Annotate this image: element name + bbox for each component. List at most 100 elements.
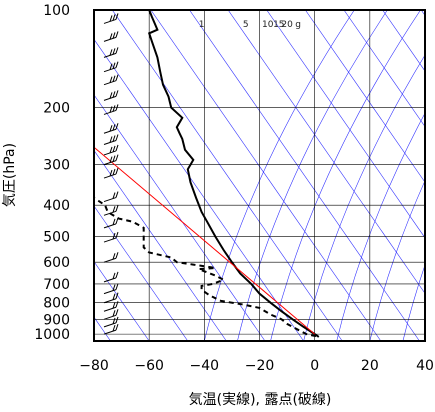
wind-barb-staff [103,298,117,304]
wind-barb-flag [115,252,119,259]
adiabat-line [204,10,355,341]
wind-barb [103,154,119,166]
red_reference-line [94,146,316,335]
wind-barb [103,13,119,24]
wind-barb-staff [103,257,117,263]
wind-barb [103,323,119,335]
wind-barb-flag [115,167,119,175]
x-tick-labels: −80 −60 −40 −20 0 20 40 [79,358,434,374]
wind-barb [103,283,119,295]
wind-barb-flag [115,231,119,239]
wind-barb [103,144,119,156]
wind-barb-staff [103,329,117,335]
wind-barb-flag [112,124,116,131]
wind-barbs [103,13,119,335]
x-tick-label: 0 [310,358,319,374]
wind-barb-staff [103,197,117,203]
wind-barb-flag [112,168,116,176]
wind-barb [103,231,119,243]
adiabat-line [270,10,421,341]
wind-barb-flag [115,323,119,331]
wind-barb-staff [103,237,117,243]
wind-barb-flag [112,14,116,21]
y-axis-title: 気圧(hPa) [2,143,18,207]
wind-barb [103,61,119,73]
wind-barb-flag [112,192,116,199]
wind-barb-flag [109,169,113,177]
wind-barb-flag [115,191,119,198]
mixing-ratio-label: g [295,20,301,30]
wind-barb-flag [115,292,119,299]
wind-barb [103,205,119,216]
wind-barb-flag [112,302,116,309]
wind-barb-flag [112,324,116,332]
wind-barb-flag [112,317,116,325]
y-tick-label: 600 [43,255,70,271]
x-axis-title: 気温(実線), 露点(破線) [189,392,332,408]
wind-barb [103,123,119,134]
mixing-ratio-label: 20 [281,20,293,30]
y-tick-label: 500 [43,230,70,246]
wind-barb-flag [109,49,113,56]
x-tick-label: 20 [361,358,379,374]
wind-barb [103,90,119,101]
y-tick-label: 1000 [34,327,70,343]
wind-barb-flag [115,74,119,81]
isotherm-line [150,10,382,341]
wind-barb [103,191,119,203]
wind-barb-flag [115,90,119,97]
isotherm-line [266,10,425,239]
wind-barb-flag [109,15,113,22]
mixing-ratio-label: 10 [262,20,274,30]
y-tick-label: 200 [43,101,70,117]
wind-barb-flag [112,310,116,317]
wind-barb-flag [109,63,113,70]
isotherm-line [94,94,266,341]
x-tick-label: −60 [134,358,164,374]
wind-barb-flag [109,146,113,154]
wind-barb-flag [115,309,119,316]
wind-barb-staff [103,306,117,312]
y-tick-label: 100 [43,3,70,19]
wind-barb-flag [115,301,119,308]
x-tick-label: −20 [245,358,275,374]
mixing-ratio-label: 5 [243,20,249,30]
x-tick-label: 40 [416,358,434,374]
isotherm-line [189,10,420,341]
wind-barb-flag [115,154,119,161]
isotherm-line [112,10,343,341]
guide-lines [94,10,425,341]
adiabat-line [336,112,425,341]
wind-barb-flag [112,145,116,153]
wind-barb-flag [115,217,119,225]
dewpoint-line [94,197,317,338]
wind-barb-flag [109,156,113,163]
wind-barb [103,301,119,312]
wind-barb-flag [115,283,119,290]
wind-barb-flag [115,316,119,324]
wind-barb-flag [112,135,116,142]
wind-barb-flag [112,284,116,291]
wind-barb-staff [103,277,117,283]
wind-barb-flag [112,253,116,260]
wind-barb [103,47,119,58]
wind-barb [103,292,119,304]
adiabat-line [237,10,388,341]
wind-barb-staff [103,210,117,216]
plot-frame [93,9,426,342]
wind-barb-staff [103,289,117,295]
wind-barb-flag [115,271,119,279]
wind-barb-flag [112,105,116,112]
wind-barb-flag [109,106,113,113]
isotherm-line [382,10,425,72]
mixing-ratio-label: 1 [199,20,205,30]
wind-barb-flag [115,134,119,141]
wind-barb [103,217,119,229]
isotherm-line [94,261,150,341]
wind-barb-staff [103,223,117,229]
isotherm-line [305,10,425,183]
wind-barb-flag [109,76,113,83]
